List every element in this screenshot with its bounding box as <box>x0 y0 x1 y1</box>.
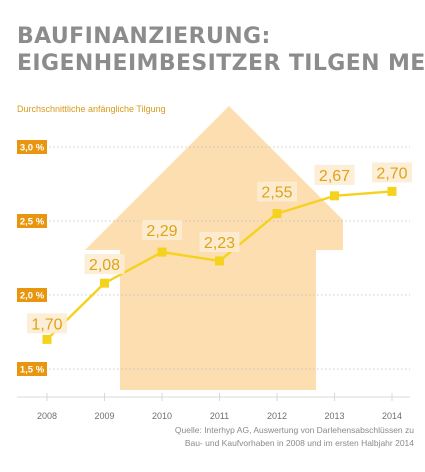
data-point <box>215 256 224 266</box>
x-tick-label: 2011 <box>210 411 229 421</box>
data-label: 2,29 <box>146 223 177 240</box>
data-label-box <box>27 313 67 334</box>
data-point <box>272 209 282 219</box>
y-tick-badge <box>17 214 47 228</box>
data-label-box <box>199 231 240 252</box>
data-label-box <box>372 162 412 183</box>
y-tick-label: 2,5 % <box>20 217 45 228</box>
x-tick-label: 2010 <box>152 411 172 421</box>
data-label-box <box>142 220 182 241</box>
data-label-box <box>257 181 297 202</box>
data-labels: 1,70 2,08 2,29 2,23 2,55 2,67 2,70 <box>27 162 412 334</box>
x-tick-label: 2008 <box>37 411 57 421</box>
data-label: 1,70 <box>31 316 62 333</box>
data-label: 2,23 <box>204 235 235 252</box>
x-tick-label: 2014 <box>382 411 402 421</box>
y-tick-label: 2,0 % <box>20 291 45 302</box>
grid-lines <box>17 146 410 370</box>
x-tick-label: 2009 <box>94 411 114 421</box>
x-tick-label: 2012 <box>267 411 287 421</box>
data-label: 2,08 <box>89 257 120 274</box>
data-label: 2,70 <box>376 165 407 182</box>
data-point <box>100 278 109 288</box>
chart-subtitle: Durchschnittliche anfängliche Tilgung <box>17 104 166 114</box>
data-point <box>42 334 52 344</box>
x-tick-label: 2013 <box>324 411 344 421</box>
data-series <box>42 186 397 344</box>
data-point <box>157 247 167 257</box>
y-axis-ticks: 1,5 % 2,0 % 2,5 % 3,0 % <box>17 140 47 376</box>
y-tick-badge <box>17 140 47 154</box>
data-point <box>387 186 397 196</box>
y-tick-label: 3,0 % <box>20 143 45 154</box>
data-point <box>330 191 339 201</box>
data-label: 2,67 <box>319 168 350 185</box>
y-tick-badge <box>17 288 47 302</box>
title-line-1: BAUFINANZIERUNG: <box>17 24 271 49</box>
data-label: 2,55 <box>261 185 292 202</box>
source-note: Quelle: Interhyp AG, Auswertung von Darl… <box>174 425 414 448</box>
data-label-box <box>84 254 125 275</box>
y-tick-badge <box>17 362 47 376</box>
x-axis-ticks: 2008 2009 2010 2011 2012 2013 2014 <box>17 393 410 421</box>
title-line-2: EIGENHEIMBESITZER TILGEN MEHR <box>17 51 425 76</box>
data-label-box <box>314 164 355 185</box>
y-tick-label: 1,5 % <box>20 365 45 376</box>
